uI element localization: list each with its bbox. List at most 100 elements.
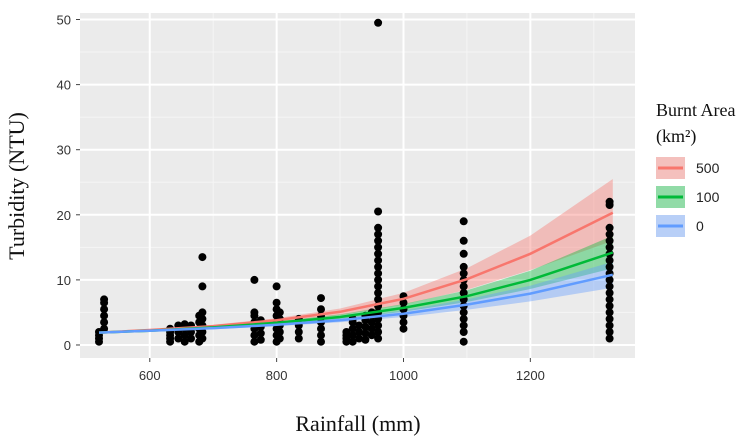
data-point: [374, 334, 383, 343]
data-point: [605, 197, 614, 206]
data-point: [374, 223, 383, 232]
data-point: [198, 282, 207, 291]
x-tick-label: 1000: [389, 368, 418, 383]
data-point: [374, 295, 383, 304]
data-point: [355, 321, 364, 330]
data-point: [605, 282, 614, 291]
data-point: [355, 328, 364, 336]
y-tick-label: 0: [64, 338, 71, 353]
data-point: [605, 256, 614, 265]
data-point: [348, 337, 357, 346]
data-point: [605, 275, 614, 284]
data-point: [399, 298, 408, 307]
data-point: [198, 328, 207, 336]
data-point: [605, 262, 614, 271]
data-point: [374, 321, 383, 330]
data-point: [294, 334, 303, 343]
legend-label: 500: [696, 160, 720, 176]
legend-label: 0: [696, 218, 704, 234]
x-tick-label: 800: [266, 368, 288, 383]
data-point: [399, 318, 408, 327]
y-axis-title: Turbidity (NTU): [4, 112, 29, 260]
data-point: [367, 331, 376, 340]
data-point: [605, 243, 614, 252]
data-point: [605, 230, 614, 239]
data-point: [605, 328, 614, 336]
data-point: [100, 311, 109, 320]
data-point: [100, 324, 109, 333]
data-point: [361, 322, 370, 331]
data-point: [348, 331, 357, 340]
data-point: [374, 282, 383, 291]
data-point: [272, 282, 281, 291]
data-point: [180, 337, 189, 346]
data-point: [374, 18, 383, 27]
confidence-band-500: [99, 179, 613, 334]
data-point: [605, 236, 614, 245]
x-tick-label: 1200: [516, 368, 545, 383]
data-point: [198, 334, 207, 343]
data-point: [374, 328, 383, 336]
legend: Burnt Area (km²) 500 100 0: [656, 100, 735, 237]
data-point: [250, 331, 259, 340]
y-tick-label: 20: [57, 208, 71, 223]
legend-label: 100: [696, 189, 720, 205]
data-point: [459, 217, 468, 226]
data-point: [374, 207, 383, 216]
data-point: [317, 294, 325, 303]
data-point: [294, 328, 303, 336]
data-point: [459, 282, 468, 291]
data-point: [180, 331, 189, 340]
x-tick-label: 600: [139, 368, 161, 383]
data-point: [605, 301, 614, 310]
data-point: [605, 334, 614, 343]
data-point: [100, 295, 109, 304]
data-point: [459, 328, 468, 336]
data-point: [459, 337, 468, 346]
legend-title-line2: (km²): [656, 126, 696, 147]
plot-background: [80, 13, 635, 358]
y-tick-label: 40: [57, 78, 71, 93]
data-point: [187, 334, 195, 343]
data-point: [605, 295, 614, 304]
data-point: [399, 324, 408, 333]
data-point: [374, 269, 383, 278]
data-point: [459, 269, 468, 278]
data-point: [317, 305, 325, 314]
data-point: [459, 249, 468, 258]
data-point: [250, 337, 259, 346]
data-point: [459, 236, 468, 245]
data-point: [374, 288, 383, 297]
data-point: [256, 329, 265, 338]
data-point: [605, 223, 614, 232]
data-point: [198, 308, 207, 317]
data-point: [174, 334, 183, 343]
data-point: [250, 275, 259, 284]
data-point: [374, 262, 383, 271]
y-tick-label: 50: [57, 13, 71, 28]
data-point: [198, 253, 207, 262]
data-point: [355, 334, 364, 343]
data-point: [180, 320, 189, 329]
data-point: [459, 321, 468, 330]
data-point: [459, 288, 468, 297]
data-point: [275, 334, 284, 343]
data-point: [317, 324, 325, 333]
legend-title-line1: Burnt Area: [656, 100, 735, 120]
data-point: [374, 256, 383, 265]
data-point: [256, 335, 265, 344]
data-point: [275, 328, 284, 336]
legend-keys: 500 100 0: [656, 157, 720, 237]
x-axis-title: Rainfall (mm): [295, 411, 420, 436]
fit-line-0: [98, 273, 614, 334]
data-point: [198, 314, 207, 323]
data-point: [374, 275, 383, 284]
data-point: [605, 321, 614, 330]
data-point: [459, 262, 468, 271]
data-point: [275, 308, 284, 317]
axis-ticks: 600 800 1000 1200 0 10 20 30 40 50: [57, 13, 545, 383]
data-point: [367, 318, 376, 327]
data-point: [605, 314, 614, 323]
